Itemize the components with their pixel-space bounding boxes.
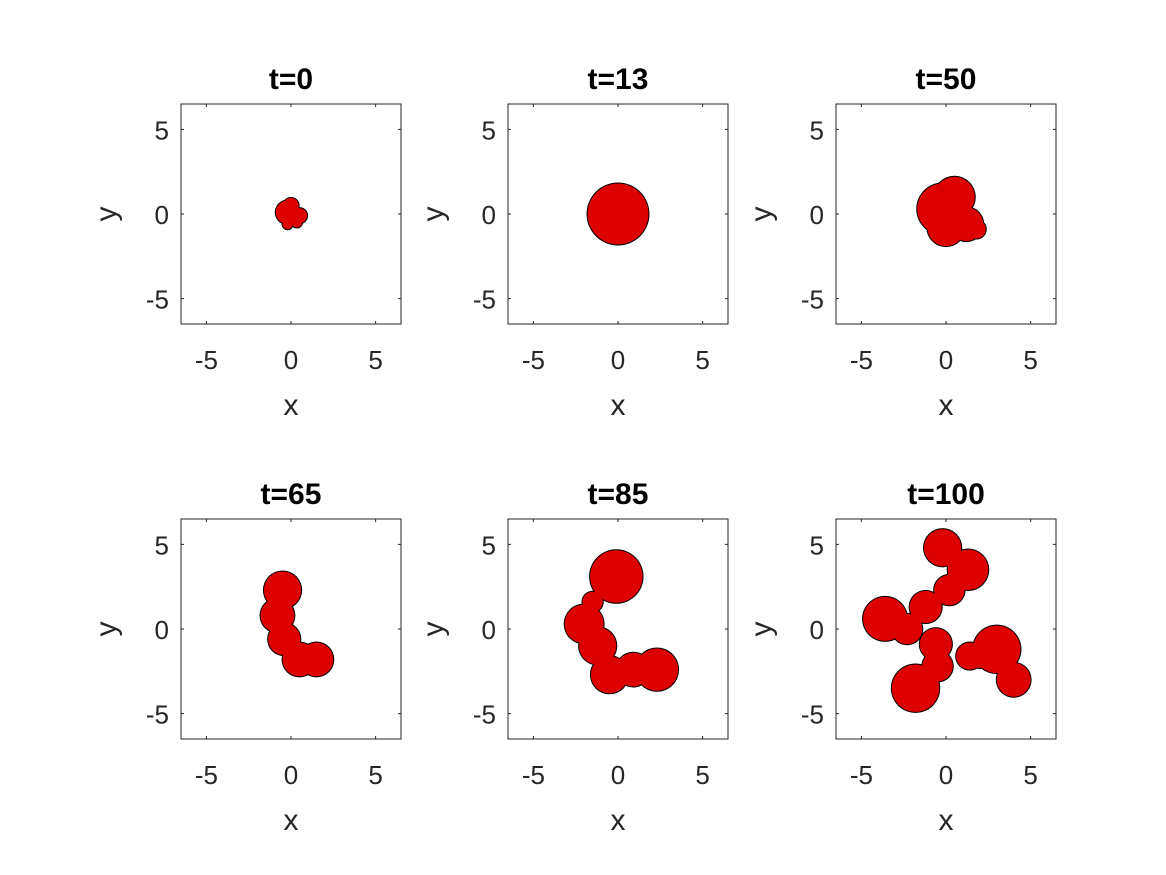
y-axis-label: y	[90, 622, 123, 637]
domain-fill	[564, 550, 679, 694]
domain-region	[916, 175, 987, 248]
domain-fill	[863, 529, 1031, 712]
lobe-11	[996, 662, 1031, 697]
x-tick-label: -5	[850, 760, 873, 790]
lobe-3	[909, 590, 942, 624]
x-tick-label: 5	[695, 760, 709, 790]
y-tick-label: 5	[482, 530, 496, 560]
subplot-title: t=50	[916, 63, 977, 96]
lobe-0	[587, 183, 649, 245]
y-tick-label: -5	[473, 700, 496, 730]
x-tick-label: 0	[284, 760, 298, 790]
lobe-3	[282, 219, 293, 230]
y-axis-label: y	[417, 622, 450, 637]
lobe-8	[922, 651, 953, 682]
x-tick-label: 0	[284, 345, 298, 375]
y-axis-label: y	[90, 207, 123, 222]
x-tick-label: -5	[522, 760, 545, 790]
x-tick-label: 5	[368, 345, 382, 375]
y-tick-label: 0	[155, 615, 169, 645]
subplot-1: -5 0 5 -5 0 5 t=0 x y	[90, 63, 402, 422]
y-tick-label: 5	[810, 530, 824, 560]
y-axis-label: y	[745, 207, 778, 222]
lobe-1	[934, 176, 975, 218]
y-tick-label: -5	[146, 700, 169, 730]
y-tick-label: -5	[801, 285, 824, 315]
x-tick-label: 0	[939, 345, 953, 375]
x-axis-label: x	[611, 804, 626, 837]
y-tick-label: 5	[155, 530, 169, 560]
y-tick-label: 0	[155, 200, 169, 230]
subplot-title: t=100	[907, 478, 985, 511]
y-tick-label: -5	[473, 285, 496, 315]
x-axis-label: x	[284, 804, 299, 837]
y-tick-label: -5	[801, 700, 824, 730]
x-tick-label: -5	[195, 345, 218, 375]
x-tick-label: 5	[1023, 760, 1037, 790]
x-axis-label: x	[939, 804, 954, 837]
y-tick-label: 5	[155, 115, 169, 145]
lobe-2	[283, 197, 299, 214]
subplot-4: -5 0 5 -5 0 5 t=65 x y	[90, 478, 402, 837]
subplot-title: t=13	[588, 63, 649, 96]
x-tick-label: -5	[195, 760, 218, 790]
x-axis-label: x	[939, 389, 954, 422]
y-tick-label: 5	[810, 115, 824, 145]
x-tick-label: -5	[522, 345, 545, 375]
y-axis-label: y	[417, 207, 450, 222]
lobe-6	[919, 628, 952, 661]
domain-region	[563, 549, 680, 695]
subplot-title: t=85	[588, 478, 649, 511]
lobe-4	[299, 642, 334, 677]
x-tick-label: 0	[611, 345, 625, 375]
y-tick-label: 5	[482, 115, 496, 145]
x-tick-label: 5	[695, 345, 709, 375]
domain-fill	[275, 197, 308, 230]
x-tick-label: -5	[850, 345, 873, 375]
subplot-6: -5 0 5 -5 0 5 t=100 x y	[745, 478, 1057, 837]
lobe-3	[927, 208, 965, 247]
y-axis-label: y	[745, 622, 778, 637]
lobe-0	[590, 550, 643, 603]
subplot-2: -5 0 5 -5 0 5 t=13 x y	[417, 63, 729, 422]
domain-fill	[917, 176, 986, 247]
domain-fill	[260, 571, 334, 677]
lobe-6	[582, 591, 603, 613]
x-axis-label: x	[284, 389, 299, 422]
domain-region	[274, 196, 309, 231]
y-tick-label: 0	[482, 615, 496, 645]
domain-region	[259, 570, 335, 678]
subplot-title: t=65	[261, 478, 322, 511]
lobe-5	[891, 613, 923, 645]
domain-region	[862, 528, 1032, 713]
lobe-5	[635, 648, 679, 691]
domain-region	[586, 182, 650, 246]
x-tick-label: 0	[611, 760, 625, 790]
x-tick-label: 5	[368, 760, 382, 790]
lobe-2	[934, 574, 965, 606]
lobe-4	[967, 219, 986, 239]
x-tick-label: 0	[939, 760, 953, 790]
y-tick-label: -5	[146, 285, 169, 315]
y-tick-label: 0	[810, 200, 824, 230]
lobe-4	[291, 217, 302, 228]
lobe-0	[924, 529, 962, 567]
y-tick-label: 0	[810, 615, 824, 645]
domain-fill	[587, 183, 649, 245]
subplot-3: -5 0 5 -5 0 5 t=50 x y	[745, 63, 1057, 422]
subplot-5: -5 0 5 -5 0 5 t=85 x y	[417, 478, 729, 837]
lobe-2	[579, 627, 617, 665]
y-tick-label: 0	[482, 200, 496, 230]
subplot-title: t=0	[269, 63, 313, 96]
lobe-12	[968, 644, 992, 668]
x-tick-label: 5	[1023, 345, 1037, 375]
x-axis-label: x	[611, 389, 626, 422]
